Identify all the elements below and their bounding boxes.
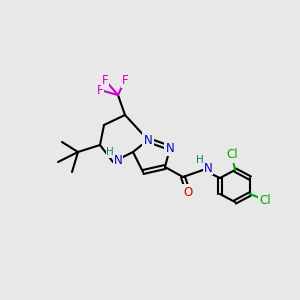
Text: Cl: Cl: [226, 148, 238, 161]
Text: H: H: [106, 147, 114, 157]
Text: F: F: [97, 83, 103, 97]
Text: N: N: [144, 134, 152, 146]
Text: Cl: Cl: [259, 194, 271, 206]
Text: F: F: [102, 74, 108, 86]
Text: N: N: [114, 154, 122, 166]
Text: F: F: [122, 74, 128, 86]
Text: N: N: [204, 161, 212, 175]
Text: O: O: [183, 185, 193, 199]
Text: H: H: [196, 155, 204, 165]
Text: N: N: [166, 142, 174, 154]
